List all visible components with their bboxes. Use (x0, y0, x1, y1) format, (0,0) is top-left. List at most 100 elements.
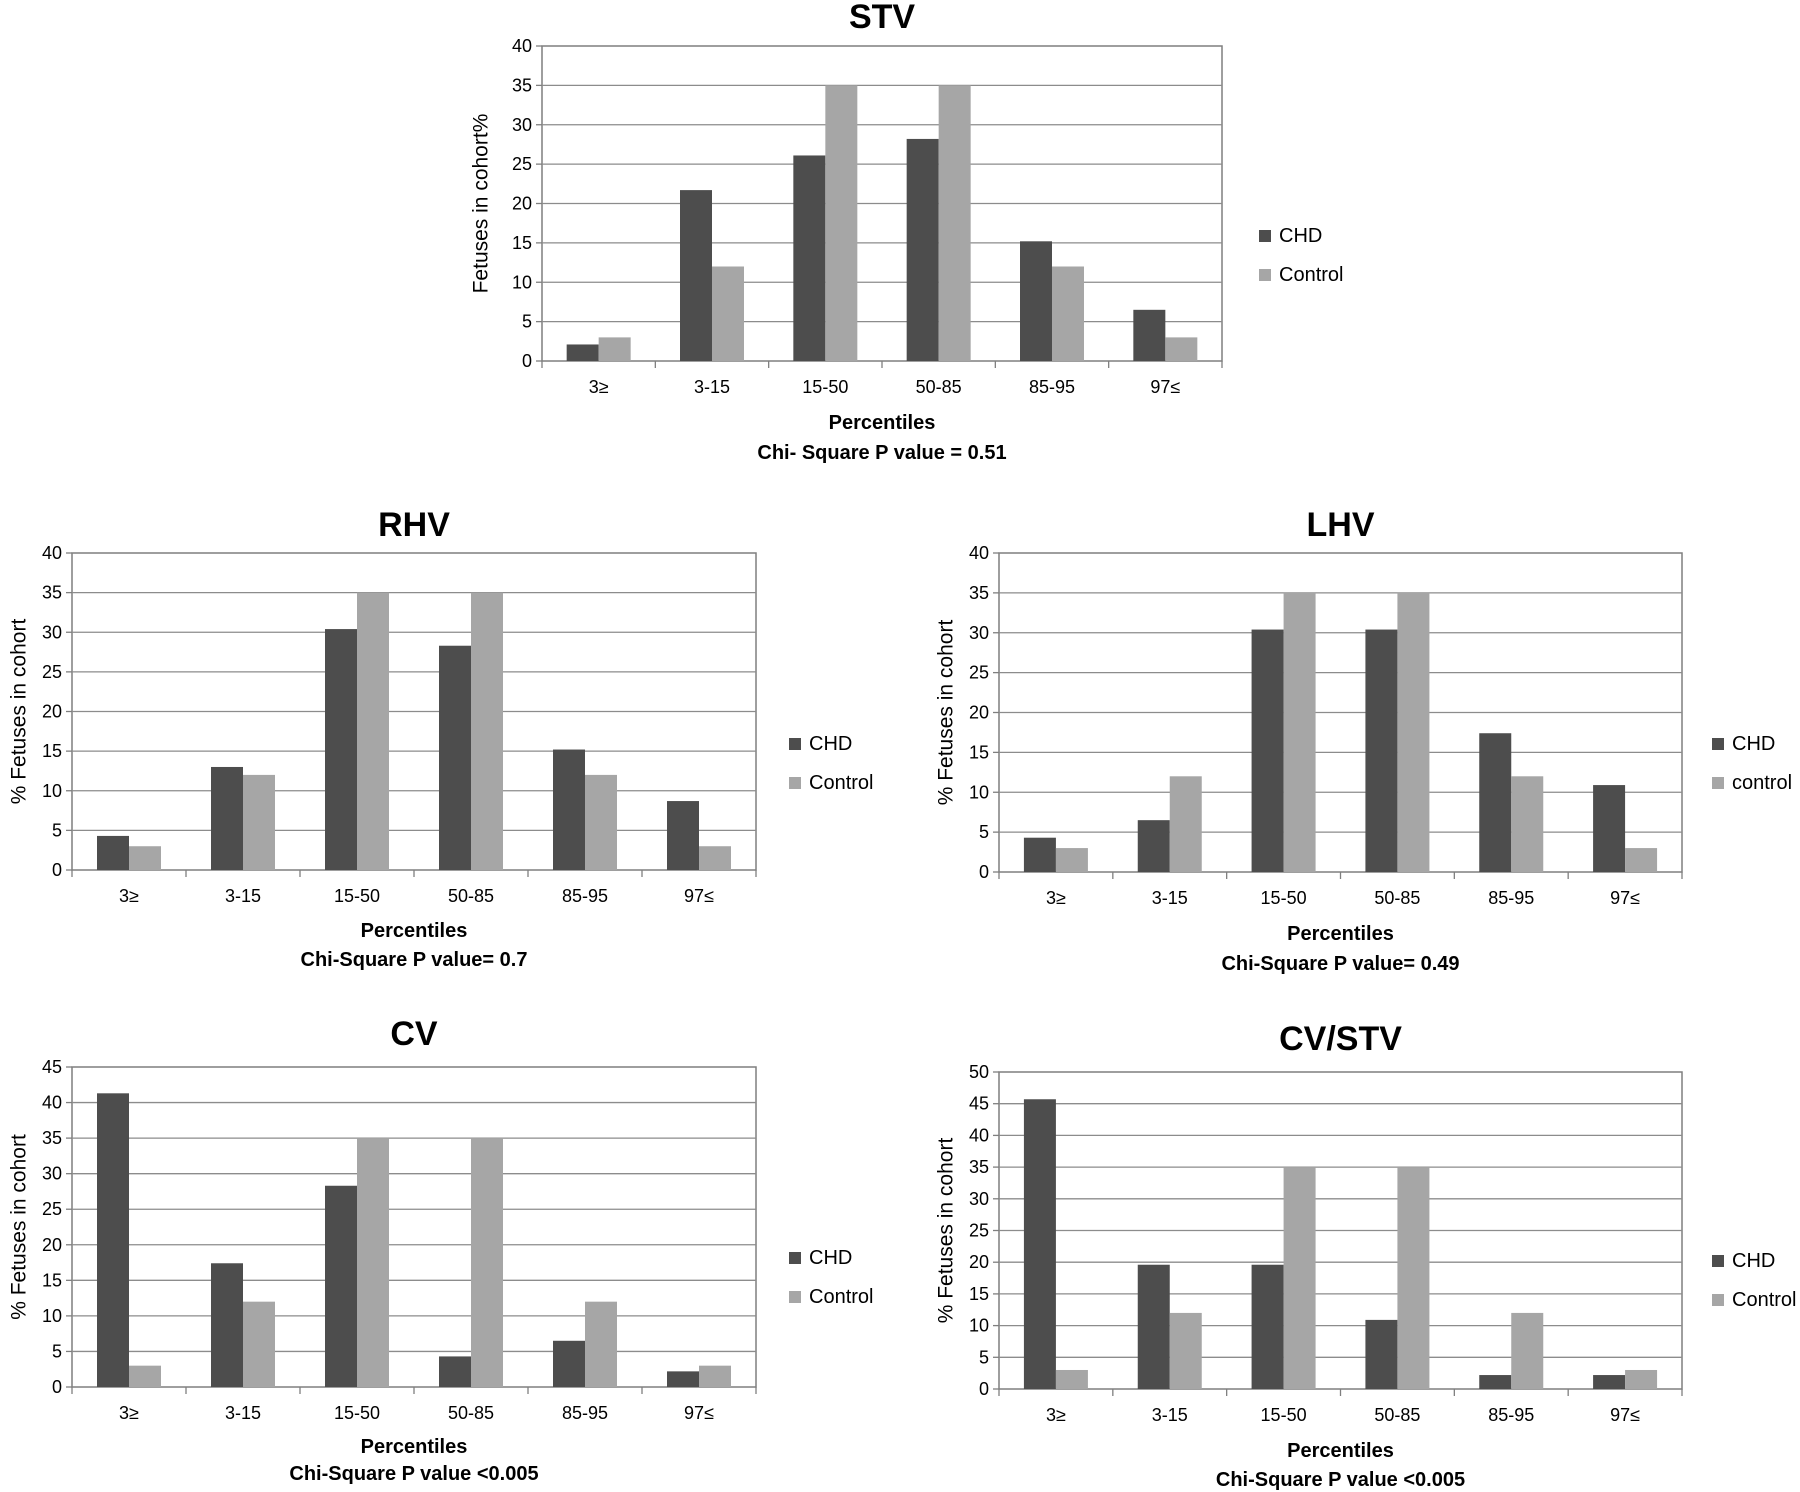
x-tick-label: 15-50 (802, 377, 848, 397)
y-tick-label: 25 (42, 1199, 62, 1219)
legend-label-chd: CHD (809, 1247, 852, 1269)
x-tick-label: 3-15 (694, 377, 730, 397)
bar-control-5 (699, 1365, 731, 1387)
y-tick-label: 25 (969, 1221, 989, 1241)
x-tick-label: 3-15 (225, 1403, 261, 1423)
x-axis-label: Percentiles (361, 1436, 468, 1458)
bar-control-2 (357, 1138, 389, 1387)
x-tick-label: 85-95 (562, 886, 608, 906)
y-tick-label: 5 (52, 1341, 62, 1361)
y-tick-label: 0 (52, 860, 62, 880)
bar-control-2 (825, 85, 858, 361)
bar-control-5 (1625, 848, 1658, 872)
bar-control-5 (1165, 337, 1198, 361)
y-axis-label: Fetuses in cohort% (469, 114, 492, 294)
y-tick-label: 0 (52, 1377, 62, 1397)
y-tick-label: 30 (969, 623, 989, 643)
x-tick-label: 97≤ (1610, 888, 1640, 908)
y-tick-label: 50 (969, 1062, 989, 1082)
chart-stv: 0 5 10 15 20 25 30 35 40 3≥ 3-15 15-50 50-85 85-95 97≤… (469, 0, 1343, 464)
chart-cv-stv: 0 5 10 15 20 25 30 35 40 45 50 3≥ 3-15 15-50 50-85 85-9… (934, 1020, 1796, 1491)
y-tick-label: 5 (979, 822, 989, 842)
y-tick-label: 15 (969, 742, 989, 762)
bar-control-1 (1169, 776, 1202, 872)
y-tick-label: 20 (512, 194, 532, 214)
bar-control-1 (243, 774, 275, 870)
bar-control-0 (598, 337, 631, 361)
bar-control-2 (357, 592, 389, 870)
y-tick-label: 10 (969, 782, 989, 802)
y-tick-label: 10 (512, 272, 532, 292)
y-tick-label: 10 (969, 1316, 989, 1336)
chart-title: RHV (378, 506, 450, 544)
bar-chd-0 (566, 344, 599, 361)
bar-chd-2 (325, 629, 357, 870)
y-tick-label: 25 (512, 154, 532, 174)
y-tick-label: 40 (42, 1093, 62, 1113)
bar-chd-3 (439, 1356, 471, 1387)
x-tick-label: 15-50 (334, 1403, 380, 1423)
x-tick-label: 85-95 (562, 1403, 608, 1423)
bar-control-2 (1283, 592, 1316, 872)
bar-control-3 (938, 85, 971, 361)
bar-chd-3 (1365, 1319, 1398, 1389)
bar-control-0 (129, 1365, 161, 1387)
y-tick-label: 30 (42, 1164, 62, 1184)
bar-chd-3 (439, 645, 471, 870)
legend-label-chd: CHD (809, 733, 852, 755)
y-tick-label: 45 (42, 1057, 62, 1077)
x-tick-label: 3≥ (119, 886, 139, 906)
y-tick-label: 45 (969, 1094, 989, 1114)
chi-square-note: Chi-Square P value <0.005 (289, 1463, 538, 1485)
x-tick-label: 3≥ (1046, 888, 1066, 908)
chi-square-note: Chi-Square P value= 0.49 (1221, 953, 1459, 975)
chi-square-note: Chi-Square P value <0.005 (1216, 1469, 1465, 1491)
bar-chd-5 (1133, 309, 1166, 361)
bar-chd-0 (1023, 837, 1056, 872)
legend-label-control: control (1732, 772, 1792, 794)
bar-chd-0 (97, 1093, 129, 1387)
x-tick-label: 3-15 (1152, 1405, 1188, 1425)
y-tick-label: 40 (42, 543, 62, 563)
legend-swatch-control (789, 1291, 801, 1303)
x-tick-label: 97≤ (684, 1403, 714, 1423)
y-tick-label: 15 (42, 1270, 62, 1290)
y-tick-label: 20 (42, 702, 62, 722)
legend-label-control: Control (1279, 264, 1343, 286)
y-tick-label: 35 (42, 583, 62, 603)
x-tick-label: 50-85 (1374, 1405, 1420, 1425)
plot-area (71, 1066, 757, 1388)
y-tick-label: 30 (42, 622, 62, 642)
bar-chd-5 (1593, 1375, 1626, 1389)
y-tick-label: 20 (42, 1235, 62, 1255)
bar-chd-0 (97, 835, 129, 870)
bar-chd-1 (680, 190, 712, 361)
legend-label-control: Control (809, 1286, 873, 1308)
x-tick-label: 50-85 (448, 886, 494, 906)
y-tick-label: 40 (969, 543, 989, 563)
bar-chd-4 (1479, 733, 1512, 872)
chart-title: STV (849, 0, 915, 36)
legend-swatch-chd (1712, 1255, 1724, 1267)
x-tick-label: 3≥ (119, 1403, 139, 1423)
x-tick-label: 3≥ (1046, 1405, 1066, 1425)
bar-control-4 (585, 774, 617, 870)
bar-chd-1 (1137, 820, 1170, 872)
chart-rhv: 0 5 10 15 20 25 30 35 40 3≥ 3-15 15-50 50-85 85-95 97≤… (7, 506, 873, 971)
x-tick-label: 85-95 (1029, 377, 1075, 397)
bar-chd-2 (1251, 629, 1284, 872)
x-tick-label: 15-50 (1261, 1405, 1307, 1425)
bar-chd-5 (667, 1371, 699, 1387)
y-tick-label: 25 (42, 662, 62, 682)
legend-label-control: Control (1732, 1289, 1796, 1311)
y-axis-label: % Fetuses in cohort (7, 1134, 30, 1320)
bar-control-4 (585, 1301, 617, 1387)
bar-control-0 (1055, 1369, 1088, 1389)
x-tick-label: 3-15 (1152, 888, 1188, 908)
y-axis-label: % Fetuses in cohort (934, 1138, 957, 1324)
bar-control-3 (471, 1138, 503, 1387)
bar-chd-2 (1251, 1264, 1284, 1389)
legend-swatch-chd (789, 1252, 801, 1264)
x-axis-label: Percentiles (1287, 1440, 1394, 1462)
x-axis-label: Percentiles (829, 412, 936, 434)
